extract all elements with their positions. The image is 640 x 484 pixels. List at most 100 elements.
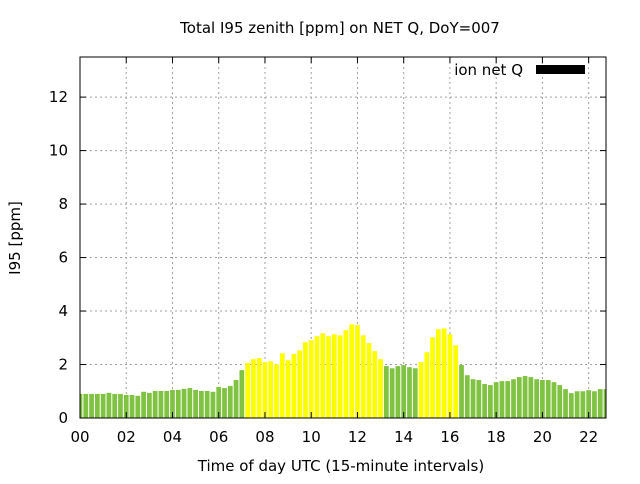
bar (118, 393, 123, 418)
bar (378, 359, 383, 418)
bar (441, 328, 447, 418)
bar (447, 334, 453, 418)
legend: ion net Q (454, 61, 585, 79)
bar (580, 391, 586, 418)
y-axis-label: I95 [ppm] (6, 201, 24, 275)
bar (499, 381, 505, 418)
bar (597, 389, 603, 418)
x-tick-label: 14 (394, 428, 413, 446)
bar (181, 388, 187, 418)
legend-swatch (536, 65, 585, 74)
bar (568, 393, 574, 418)
bar (534, 379, 540, 418)
bar (187, 388, 193, 418)
bar (522, 376, 528, 418)
y-tick-label: 12 (49, 88, 68, 106)
bars (80, 324, 606, 418)
x-tick-label: 06 (209, 428, 228, 446)
bar (285, 360, 291, 418)
y-tick-label: 6 (58, 249, 68, 267)
bar (164, 390, 170, 418)
y-tick-label: 10 (49, 142, 68, 160)
bar (557, 385, 563, 418)
bar (193, 389, 198, 418)
bar (337, 335, 343, 418)
legend-label: ion net Q (454, 61, 523, 79)
chart-title: Total I95 zenith [ppm] on NET Q, DoY=007 (179, 19, 500, 37)
x-tick-label: 16 (440, 428, 459, 446)
bar (245, 362, 250, 418)
bar (106, 392, 112, 418)
bar (175, 389, 181, 418)
bar (204, 390, 210, 418)
bar (331, 334, 337, 418)
bar (383, 366, 389, 418)
bar (343, 330, 349, 418)
bar (418, 362, 424, 418)
bar (80, 393, 83, 418)
bar (372, 351, 378, 418)
bar (314, 336, 320, 418)
bar (488, 385, 493, 418)
bar (453, 345, 459, 418)
bar (303, 342, 308, 418)
bar (262, 362, 268, 418)
bar (279, 353, 285, 418)
bar (574, 391, 580, 418)
bar (83, 393, 89, 418)
bar (459, 365, 464, 418)
bar (470, 379, 476, 418)
bar (540, 380, 545, 418)
x-tick-label: 22 (579, 428, 598, 446)
bar (216, 386, 222, 418)
bar (511, 379, 516, 418)
bar (199, 390, 204, 418)
bar (89, 393, 94, 418)
bar (407, 367, 412, 418)
bar (227, 385, 233, 418)
bar (412, 368, 418, 418)
bar (274, 364, 279, 418)
bar (592, 391, 597, 418)
bar (123, 395, 129, 418)
bar (291, 354, 297, 418)
y-tick-label: 8 (58, 195, 68, 213)
bar (158, 390, 164, 418)
bar (355, 325, 360, 418)
bar (152, 390, 158, 418)
x-tick-label: 12 (348, 428, 367, 446)
bar (389, 368, 395, 418)
bar (401, 365, 407, 418)
bar (210, 391, 216, 418)
bar (233, 380, 239, 418)
bar (476, 380, 482, 418)
bar (505, 381, 511, 418)
bar (516, 377, 522, 418)
x-axis-label: Time of day UTC (15-minute intervals) (197, 457, 484, 475)
bar (256, 358, 262, 418)
bar (436, 329, 441, 418)
bar (360, 335, 366, 418)
bar (349, 324, 355, 418)
bar (326, 336, 331, 418)
bar (239, 370, 245, 418)
bar (129, 395, 135, 418)
bar (493, 382, 499, 418)
bar (94, 393, 100, 418)
y-tick-label: 2 (58, 356, 68, 374)
bar (563, 389, 568, 418)
bar (112, 393, 118, 418)
bar (603, 389, 606, 418)
bar (222, 388, 227, 418)
bar (308, 340, 314, 418)
bar (141, 391, 146, 418)
bar (482, 384, 487, 418)
bar (424, 352, 430, 418)
bar (268, 361, 274, 418)
bar (528, 377, 534, 418)
bar (320, 333, 326, 418)
x-tick-label: 10 (302, 428, 321, 446)
x-tick-label: 18 (487, 428, 506, 446)
